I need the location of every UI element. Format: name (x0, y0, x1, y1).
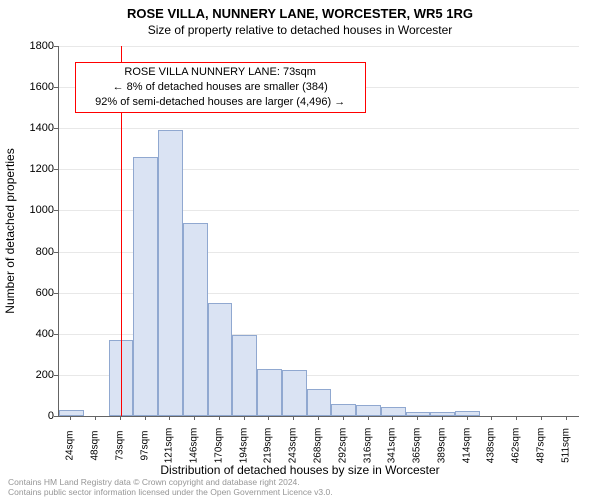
attribution-footer: Contains HM Land Registry data © Crown c… (8, 477, 333, 497)
annotation-line: ROSE VILLA NUNNERY LANE: 73sqm (82, 65, 359, 80)
x-tick-label: 487sqm (535, 428, 546, 464)
x-axis-label: Distribution of detached houses by size … (160, 463, 439, 477)
x-tick-mark (194, 416, 195, 420)
x-tick-mark (491, 416, 492, 420)
y-tick-mark (54, 293, 58, 294)
y-tick-mark (54, 416, 58, 417)
y-tick-mark (54, 252, 58, 253)
x-tick-mark (467, 416, 468, 420)
histogram-bar (183, 223, 208, 416)
y-tick-label: 1600 (14, 81, 54, 93)
x-tick-label: 292sqm (337, 428, 348, 464)
x-tick-mark (120, 416, 121, 420)
histogram-bar (282, 370, 307, 416)
y-tick-label: 200 (14, 369, 54, 381)
x-tick-mark (268, 416, 269, 420)
x-tick-mark (95, 416, 96, 420)
histogram-bar (356, 405, 381, 416)
x-tick-mark (368, 416, 369, 420)
x-tick-label: 146sqm (189, 428, 200, 464)
plot-area: ROSE VILLA NUNNERY LANE: 73sqm← 8% of de… (58, 46, 579, 417)
x-tick-label: 170sqm (213, 428, 224, 464)
x-tick-label: 121sqm (164, 428, 175, 464)
footer-line-2: Contains public sector information licen… (8, 487, 333, 497)
histogram-bar (381, 407, 406, 416)
x-tick-label: 243sqm (288, 428, 299, 464)
x-tick-mark (219, 416, 220, 420)
gridline (59, 128, 579, 129)
y-tick-label: 1000 (14, 204, 54, 216)
x-tick-mark (516, 416, 517, 420)
x-tick-label: 48sqm (90, 430, 101, 460)
y-tick-mark (54, 210, 58, 211)
y-tick-label: 0 (14, 410, 54, 422)
histogram-bar (430, 412, 455, 416)
histogram-bar (208, 303, 233, 416)
y-tick-label: 600 (14, 287, 54, 299)
y-tick-mark (54, 46, 58, 47)
chart-subtitle: Size of property relative to detached ho… (0, 21, 600, 37)
x-tick-mark (293, 416, 294, 420)
x-tick-mark (169, 416, 170, 420)
annotation-line: ← 8% of detached houses are smaller (384… (82, 80, 359, 95)
y-tick-label: 1800 (14, 40, 54, 52)
annotation-line: 92% of semi-detached houses are larger (… (82, 95, 359, 110)
y-tick-mark (54, 87, 58, 88)
x-tick-label: 73sqm (114, 430, 125, 460)
x-tick-mark (541, 416, 542, 420)
y-tick-mark (54, 375, 58, 376)
x-tick-label: 219sqm (263, 428, 274, 464)
gridline (59, 46, 579, 47)
y-tick-mark (54, 128, 58, 129)
x-tick-mark (442, 416, 443, 420)
y-tick-mark (54, 334, 58, 335)
x-tick-label: 414sqm (461, 428, 472, 464)
x-tick-label: 316sqm (362, 428, 373, 464)
x-tick-label: 365sqm (412, 428, 423, 464)
x-tick-label: 438sqm (486, 428, 497, 464)
x-tick-label: 511sqm (560, 428, 571, 463)
x-tick-mark (343, 416, 344, 420)
y-tick-label: 800 (14, 246, 54, 258)
x-tick-label: 194sqm (238, 428, 249, 464)
y-tick-label: 400 (14, 328, 54, 340)
footer-line-1: Contains HM Land Registry data © Crown c… (8, 477, 333, 487)
histogram-bar (307, 389, 332, 416)
chart-title: ROSE VILLA, NUNNERY LANE, WORCESTER, WR5… (0, 0, 600, 21)
x-tick-mark (417, 416, 418, 420)
histogram-bar (133, 157, 158, 416)
histogram-bar (232, 335, 257, 416)
histogram-bar (257, 369, 282, 416)
histogram-bar (158, 130, 183, 416)
histogram-bar (455, 411, 480, 416)
y-tick-label: 1200 (14, 163, 54, 175)
chart-container: ROSE VILLA, NUNNERY LANE, WORCESTER, WR5… (0, 0, 600, 500)
x-tick-label: 462sqm (511, 428, 522, 464)
x-tick-mark (566, 416, 567, 420)
x-tick-label: 268sqm (313, 428, 324, 464)
x-tick-mark (318, 416, 319, 420)
x-tick-mark (145, 416, 146, 420)
x-tick-mark (244, 416, 245, 420)
x-tick-label: 341sqm (387, 428, 398, 464)
histogram-bar (59, 410, 84, 416)
y-tick-label: 1400 (14, 122, 54, 134)
histogram-bar (331, 404, 356, 416)
x-tick-label: 24sqm (65, 430, 76, 460)
x-tick-label: 389sqm (436, 428, 447, 464)
x-tick-mark (392, 416, 393, 420)
y-tick-mark (54, 169, 58, 170)
annotation-box: ROSE VILLA NUNNERY LANE: 73sqm← 8% of de… (75, 62, 366, 113)
x-tick-mark (70, 416, 71, 420)
x-tick-label: 97sqm (139, 430, 150, 460)
